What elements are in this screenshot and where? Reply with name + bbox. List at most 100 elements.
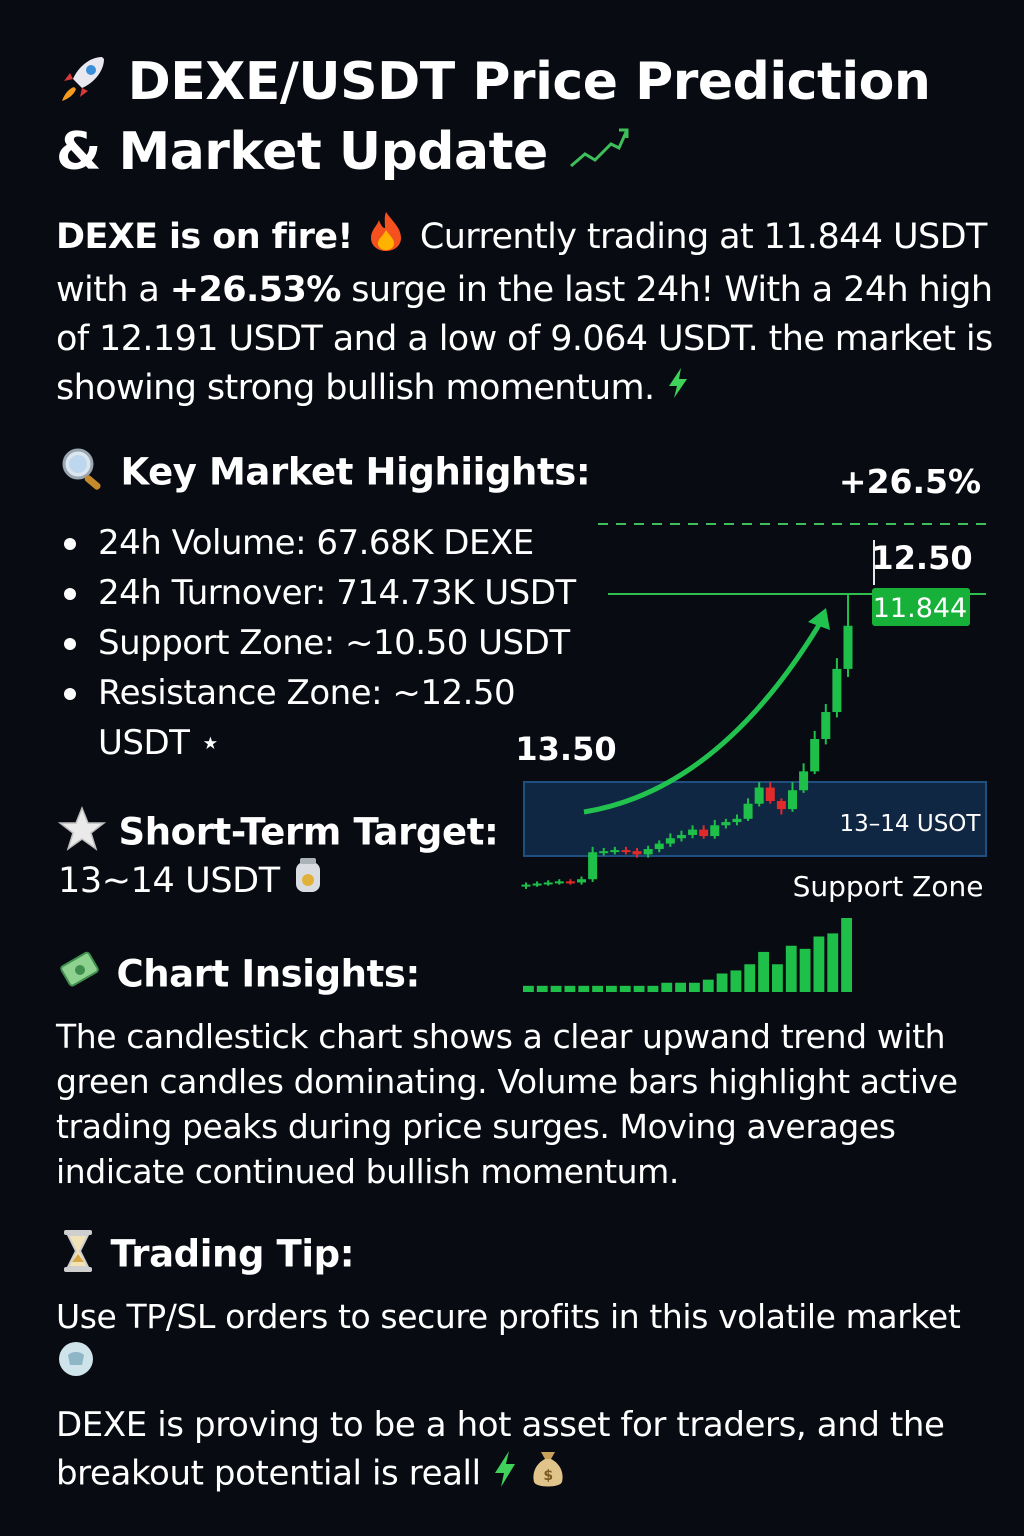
title-line-2: & Market Update [56, 120, 996, 188]
zone-label: 13–14 USOT [840, 811, 982, 837]
insights-text: The candlestick chart shows a clear upwa… [56, 1017, 958, 1191]
resistance-label: 12.50 [871, 539, 972, 577]
list-item: Support Zone: ~10.50 USDT [60, 618, 620, 668]
volume-bar [827, 933, 839, 992]
volume-bar [536, 985, 548, 992]
candle-body [643, 849, 653, 855]
closing-text: DEXE is proving to be a hot asset for tr… [56, 1405, 945, 1494]
insights-heading-text: Chart Insights: [116, 952, 420, 996]
trend-up-icon [565, 122, 631, 187]
money-icon [58, 948, 104, 1004]
candle-body [610, 850, 620, 853]
target-value-row: 13~14 USDT [58, 856, 326, 908]
candle-body [710, 825, 720, 837]
intro-paragraph: DEXE is on fire! Currently trading at 11… [56, 210, 996, 414]
volume-bar [716, 973, 728, 992]
highlights-heading: Key Market Highiights: [58, 446, 591, 502]
page-title: DEXE/USDT Price Prediction & Market Upda… [56, 50, 996, 187]
candle-body [599, 851, 609, 854]
candles-group [521, 593, 853, 889]
svg-text:$: $ [544, 1468, 553, 1484]
list-item: Resistance Zone: ~12.50 USDT ⋆ [60, 668, 538, 768]
list-item: 24h Volume: 67.68K DEXE [60, 518, 620, 568]
insights-heading: Chart Insights: [58, 948, 420, 1004]
zone-caption: Support Zone [793, 870, 984, 903]
candle-body [832, 668, 842, 713]
candle-body [776, 801, 786, 810]
tip-heading: Trading Tip: [58, 1228, 355, 1284]
candle-body [843, 625, 853, 669]
intro-lead: DEXE is on fire! [56, 217, 353, 257]
volume-bar [785, 945, 797, 992]
level-label: 13.50 [515, 730, 616, 768]
change-label: +26.5% [839, 462, 981, 501]
lightning-icon [665, 365, 691, 414]
target-value: 13~14 USDT [58, 861, 280, 901]
tip-text-row: Use TP/SL orders to secure profits in th… [56, 1294, 1006, 1390]
candle-body [821, 712, 831, 739]
candle-body [810, 739, 820, 772]
candle-body [721, 822, 731, 826]
volume-bar [702, 979, 714, 992]
volume-bar [606, 985, 617, 992]
volume-bar [772, 964, 783, 992]
volume-bar [550, 985, 562, 992]
hourglass-icon [58, 1228, 98, 1284]
candle-body [532, 883, 542, 886]
candle-body [621, 850, 631, 853]
volume-bar [744, 964, 756, 992]
intro-surge: +26.53% [169, 270, 342, 310]
candle-body [577, 879, 587, 883]
title-text-2: & Market Update [56, 121, 548, 182]
magnifier-icon [58, 446, 108, 502]
volume-group [523, 918, 852, 992]
volume-bar [799, 948, 811, 992]
volume-bar [689, 982, 700, 992]
candle-body [787, 790, 797, 810]
candle-body [665, 838, 675, 844]
money-jar-icon [290, 856, 326, 908]
candle-body [676, 834, 686, 839]
star-icon [57, 805, 107, 862]
intro-text-a: Currently trading at 11.844 USDT with a [56, 217, 987, 310]
volume-bar [813, 936, 825, 992]
closing-text-row: DEXE is proving to be a hot asset for tr… [56, 1402, 1006, 1502]
volume-bar [661, 982, 673, 992]
candle-body [732, 818, 742, 823]
trend-arrow [583, 618, 825, 815]
shield-icon [56, 1339, 96, 1390]
volume-bar [564, 985, 576, 992]
volume-bar [675, 982, 686, 992]
current-price-label: 11.844 [873, 593, 967, 624]
candle-body [632, 851, 642, 855]
rocket-icon [56, 51, 110, 120]
tip-heading-text: Trading Tip: [110, 1232, 355, 1276]
volume-bar [758, 951, 769, 992]
candle-body [554, 881, 564, 884]
candle-body [699, 829, 709, 837]
money-bag-icon: $ [529, 1448, 567, 1502]
candle-body [521, 884, 531, 887]
volume-bar [578, 985, 590, 992]
candle-body [799, 771, 809, 791]
list-item: 24h Turnover: 714.73K USDT [60, 568, 620, 618]
volume-bar [592, 985, 603, 992]
title-line-1: DEXE/USDT Price Prediction [56, 50, 996, 120]
candle-body [743, 803, 753, 819]
volume-bar [633, 985, 645, 992]
highlights-list: 24h Volume: 67.68K DEXE 24h Turnover: 71… [60, 518, 620, 768]
intro-text-b: surge in the last 24h! With a 24h high o… [56, 270, 993, 408]
candle-body [654, 843, 664, 850]
volume-bar [647, 985, 659, 992]
candle-body [565, 881, 575, 884]
lightning-icon [491, 1449, 519, 1501]
fire-icon [363, 210, 409, 266]
candle-body [588, 852, 598, 880]
target-heading: Short-Term Target: [57, 805, 499, 862]
current-price-tag [872, 588, 970, 626]
volume-bar [619, 985, 631, 992]
candle-body [754, 787, 764, 804]
title-text-1: DEXE/USDT Price Prediction [127, 52, 931, 112]
candle-body [765, 787, 775, 802]
